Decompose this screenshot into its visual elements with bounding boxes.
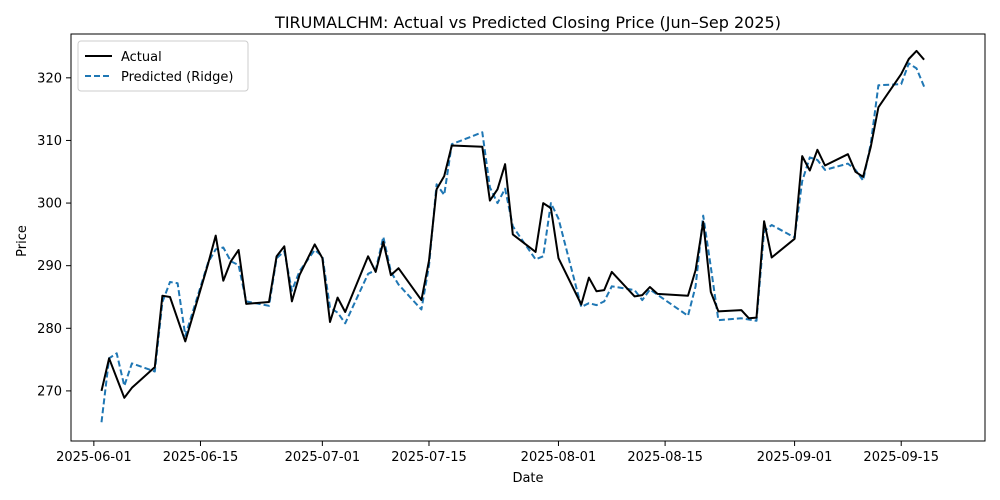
legend-box: [77, 40, 249, 92]
x-axis: 2025-06-01 2025-06-15 2025-07-01 2025-07-15…: [56, 441, 939, 465]
y-tick-label: 280: [37, 322, 62, 337]
y-tick-label: 290: [37, 259, 62, 274]
chart-title: TIRUMALCHM: Actual vs Predicted Closing …: [274, 13, 781, 32]
x-tick-label: 2025-07-15: [391, 450, 467, 465]
series-layer: [100, 49, 926, 423]
plot-area: 2025-06-01 2025-06-15 2025-07-01 2025-07-15…: [37, 33, 986, 465]
x-tick-label: 2025-06-01: [56, 450, 132, 465]
x-tick-label: 2025-09-15: [863, 450, 939, 465]
y-tick-label: 300: [37, 197, 62, 212]
x-tick-label: 2025-08-15: [627, 450, 703, 465]
x-tick-label: 2025-06-15: [163, 450, 239, 465]
x-tick-label: 2025-07-01: [285, 450, 361, 465]
y-axis-label: Price: [15, 225, 30, 257]
y-axis: 270 280 290 300 310 320: [37, 71, 71, 399]
series-line-actual: [100, 49, 925, 399]
x-axis-label: Date: [512, 471, 543, 486]
y-tick-label: 270: [37, 384, 62, 399]
x-tick-label: 2025-08-01: [521, 450, 597, 465]
y-tick-label: 320: [37, 71, 62, 86]
legend: Actual Predicted (Ridge): [77, 40, 249, 92]
x-tick-label: 2025-09-01: [757, 450, 833, 465]
y-tick-label: 310: [37, 134, 62, 149]
plot-frame: [70, 33, 986, 442]
legend-label-actual: Actual: [121, 50, 162, 65]
legend-label-predicted: Predicted (Ridge): [121, 70, 233, 85]
